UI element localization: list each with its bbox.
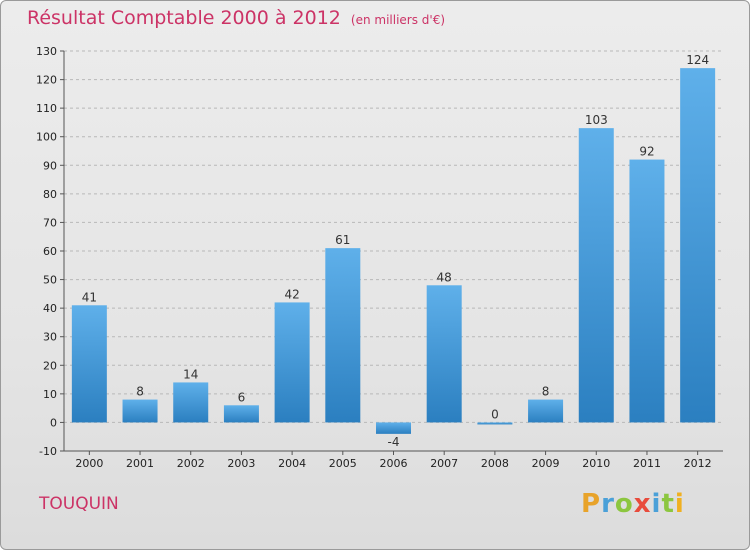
chart-subtitle: (en milliers d'€) — [350, 13, 446, 27]
bar-2012 — [680, 68, 716, 423]
logo-letter: i — [651, 489, 662, 519]
x-tick-label-2011: 2011 — [633, 457, 661, 470]
value-label-2012: 124 — [686, 53, 709, 67]
y-tick-label: 120 — [36, 74, 57, 87]
value-label-2007: 48 — [437, 270, 452, 284]
value-label-2005: 61 — [335, 233, 350, 247]
x-tick-label-2002: 2002 — [177, 457, 205, 470]
y-tick-label: 70 — [43, 216, 57, 229]
proxiti-logo: Proxiti — [581, 489, 685, 519]
bar-2002 — [173, 382, 209, 423]
value-label-2008: 0 — [491, 407, 499, 421]
y-tick-label: 80 — [43, 188, 57, 201]
chart-title-text: Résultat Comptable 2000 à 2012 — [27, 7, 341, 29]
bar-2008 — [477, 422, 513, 425]
x-tick-label-2004: 2004 — [278, 457, 306, 470]
y-tick-label: 40 — [43, 302, 57, 315]
bar-2009 — [528, 399, 564, 423]
y-tick-label: 0 — [50, 416, 57, 429]
x-tick-label-2006: 2006 — [380, 457, 408, 470]
logo-letter: t — [661, 489, 675, 519]
y-tick-label: 10 — [43, 388, 57, 401]
bar-2011 — [629, 159, 665, 423]
y-tick-label: 60 — [43, 245, 57, 258]
bar-2000 — [71, 305, 107, 423]
y-tick-label: 30 — [43, 331, 57, 344]
y-tick-label: -10 — [39, 445, 57, 458]
logo-letter: o — [614, 489, 634, 519]
bar-2005 — [325, 248, 361, 423]
value-label-2011: 92 — [639, 145, 654, 159]
x-tick-label-2005: 2005 — [329, 457, 357, 470]
value-label-2003: 6 — [238, 390, 246, 404]
chart-title: Résultat Comptable 2000 à 2012 (en millie… — [27, 7, 445, 29]
value-label-2009: 8 — [542, 385, 550, 399]
x-tick-label-2001: 2001 — [126, 457, 154, 470]
x-tick-label-2003: 2003 — [227, 457, 255, 470]
y-tick-label: 110 — [36, 102, 57, 115]
y-tick-label: 90 — [43, 159, 57, 172]
value-label-2010: 103 — [585, 113, 608, 127]
place-name: TOUQUIN — [39, 494, 119, 514]
y-tick-label: 20 — [43, 359, 57, 372]
y-tick-label: 100 — [36, 131, 57, 144]
bar-2003 — [223, 405, 259, 423]
x-tick-label-2000: 2000 — [75, 457, 103, 470]
value-label-2004: 42 — [284, 287, 299, 301]
logo-letter: r — [601, 489, 615, 519]
bar-2007 — [426, 285, 462, 423]
logo-letter: P — [581, 489, 602, 519]
y-tick-label: 130 — [36, 45, 57, 58]
value-label-2002: 14 — [183, 367, 198, 381]
x-tick-label-2010: 2010 — [582, 457, 610, 470]
bar-2010 — [578, 128, 614, 423]
value-label-2006: -4 — [388, 435, 400, 449]
value-label-2000: 41 — [82, 290, 97, 304]
bar-2001 — [122, 399, 158, 423]
bar-2004 — [274, 302, 310, 423]
value-label-2001: 8 — [136, 385, 144, 399]
x-tick-label-2008: 2008 — [481, 457, 509, 470]
logo-letter: x — [633, 489, 652, 519]
x-tick-label-2007: 2007 — [430, 457, 458, 470]
x-tick-label-2012: 2012 — [684, 457, 712, 470]
x-tick-label-2009: 2009 — [532, 457, 560, 470]
y-tick-label: 50 — [43, 274, 57, 287]
bar-2006 — [376, 422, 411, 434]
logo-letter: i — [674, 489, 685, 519]
